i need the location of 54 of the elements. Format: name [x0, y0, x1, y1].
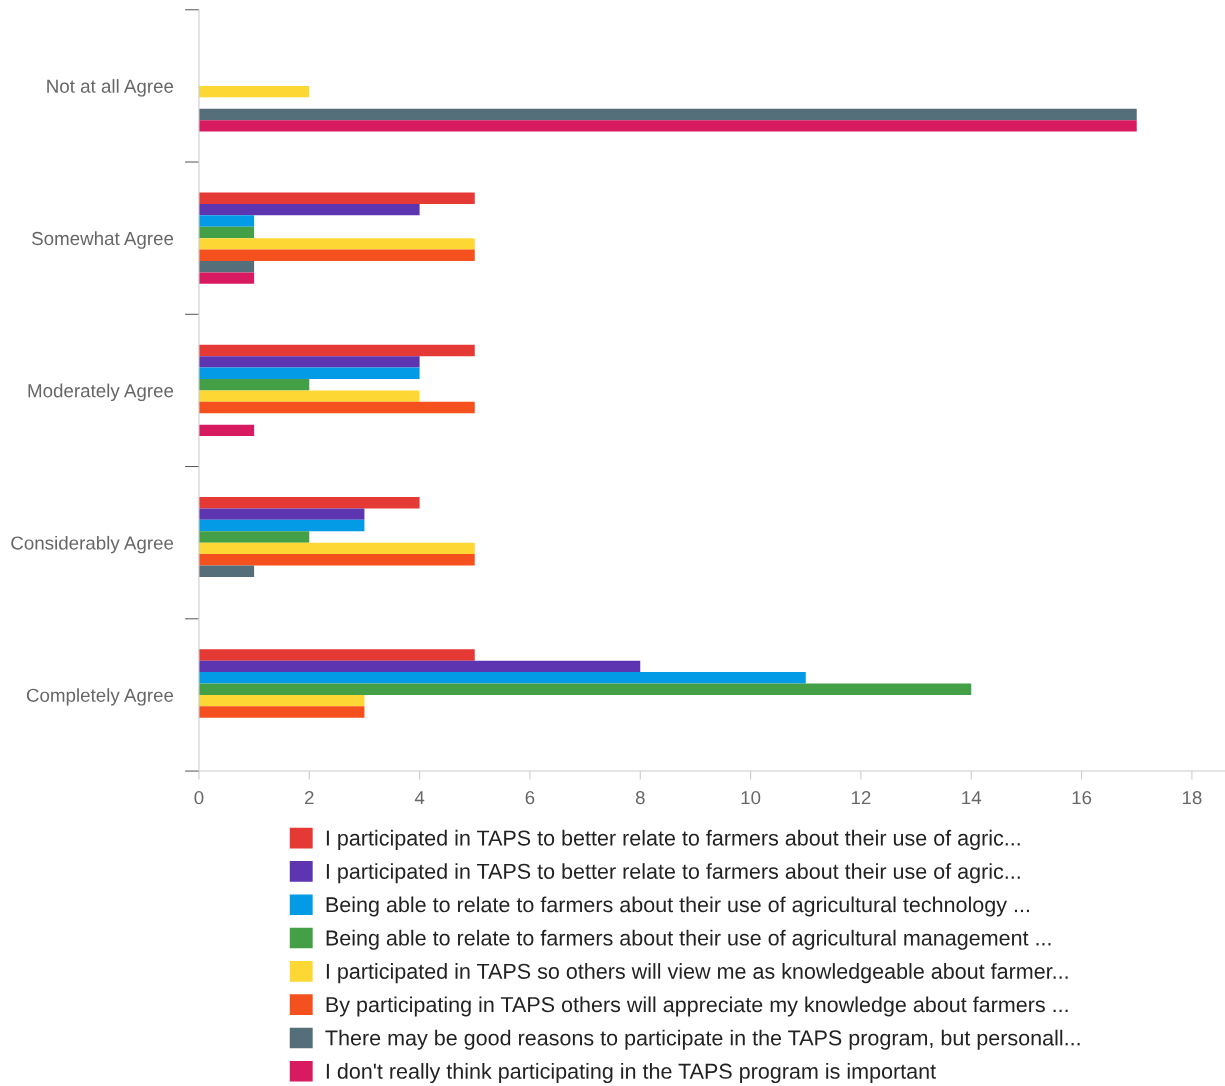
bar: [198, 649, 475, 661]
bar: [198, 565, 255, 577]
x-tick-label: 16: [1072, 791, 1092, 805]
bar: [198, 215, 255, 227]
bar: [198, 108, 1137, 121]
bar: [198, 672, 806, 684]
bar: [198, 554, 475, 566]
bar: [198, 683, 972, 695]
x-tick-label: 10: [741, 791, 761, 805]
x-tick-label: 2: [305, 791, 314, 805]
bar: [198, 356, 420, 368]
legend-label: By participating in TAPS others will appreciate my knowledge about farmers ...: [326, 996, 1068, 1017]
bar: [198, 272, 255, 284]
bar: [198, 379, 310, 391]
bar: [198, 120, 1137, 132]
x-tick-label: 8: [635, 791, 645, 805]
legend-label: I participated in TAPS to better relate to farmers about their use of agric...: [326, 863, 1020, 884]
x-tick-label: 6: [525, 791, 535, 805]
bar: [198, 660, 641, 673]
x-tick-label: 4: [414, 791, 425, 805]
bar: [198, 249, 475, 261]
y-tick-label: Not at all Agree: [47, 79, 174, 97]
x-tick-label: 0: [194, 791, 204, 805]
bar: [198, 390, 420, 402]
y-tick-label: Completely Agree: [26, 688, 174, 706]
bar: [198, 508, 365, 520]
x-tick-label: 14: [962, 791, 982, 805]
y-tick-label: Somewhat Agree: [32, 231, 174, 249]
bar: [198, 203, 420, 216]
bar: [198, 694, 365, 707]
bar: [198, 401, 475, 414]
bar: [198, 706, 365, 718]
bar: [198, 367, 420, 379]
bar: [198, 238, 475, 250]
bar: [198, 261, 255, 273]
legend-label: I don't really think participating in the TAPS program is important: [326, 1063, 936, 1084]
y-tick-label: Considerably Agree: [11, 535, 174, 554]
bar: [198, 344, 475, 357]
legend-label: There may be good reasons to participate in the TAPS program, but personall...: [325, 1029, 1080, 1050]
x-tick-label: 18: [1182, 791, 1202, 805]
bar: [198, 542, 475, 555]
y-tick-label: Moderately Agree: [28, 383, 174, 402]
bar: [198, 531, 310, 543]
bar: [198, 497, 420, 509]
legend-label: I participated in TAPS so others will view me as knowledgeable about farmer...: [326, 963, 1068, 984]
legend-label: Being able to relate to farmers about their use of agricultural management ...: [326, 929, 1051, 950]
legend-label: Being able to relate to farmers about their use of agricultural technology ...: [326, 896, 1029, 917]
bar: [198, 519, 365, 532]
legend-label: I participated in TAPS to better relate to farmers about their use of agric...: [326, 829, 1020, 850]
x-tick-label: 12: [851, 791, 871, 805]
bar: [198, 226, 255, 239]
bar: [198, 424, 255, 437]
bar: [198, 192, 475, 204]
bar: [198, 85, 310, 98]
